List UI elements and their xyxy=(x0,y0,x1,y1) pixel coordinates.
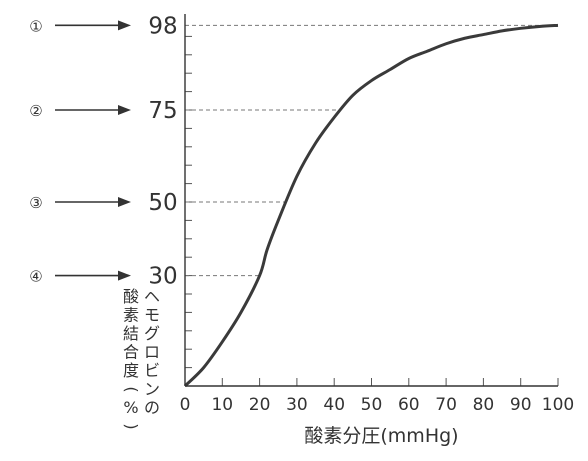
arrow-head-icon xyxy=(118,197,131,207)
level-circled-number: ④ xyxy=(29,268,42,286)
x-tick-label: 100 xyxy=(542,395,574,415)
svg-text:ロ: ロ xyxy=(144,343,160,362)
x-tick-label: 80 xyxy=(473,395,495,415)
level-marker-98: ① 98 xyxy=(29,13,558,39)
level-marker-75: ② 75 xyxy=(29,98,341,124)
level-value-label: 98 xyxy=(148,13,177,39)
arrow-head-icon xyxy=(118,270,131,281)
level-circled-number: ② xyxy=(29,102,42,120)
svg-text:%: % xyxy=(123,398,138,417)
svg-text:素: 素 xyxy=(123,306,139,325)
level-value-label: 50 xyxy=(148,190,177,216)
x-tick-label: 0 xyxy=(180,395,191,415)
level-value-label: 30 xyxy=(148,264,177,290)
x-tick-label: 50 xyxy=(361,395,383,415)
svg-text:合: 合 xyxy=(123,343,139,362)
svg-text:ビ: ビ xyxy=(144,361,160,380)
ticks-layer xyxy=(184,35,559,386)
svg-text:結: 結 xyxy=(123,324,139,343)
level-marker-50: ③ 50 xyxy=(29,190,287,216)
svg-text:ヘ: ヘ xyxy=(144,287,160,306)
x-tick-label: 30 xyxy=(286,395,308,415)
x-tick-label: 90 xyxy=(510,395,532,415)
x-tick-label: 70 xyxy=(435,395,457,415)
levels-layer: ① 98 ② 75 ③ 50 ④ 30 xyxy=(29,13,558,290)
svg-text:(: ( xyxy=(122,386,141,392)
series-line xyxy=(183,23,559,388)
x-tick-label: 10 xyxy=(211,395,233,415)
svg-text:モ: モ xyxy=(144,306,160,325)
level-circled-number: ③ xyxy=(29,194,42,212)
level-circled-number: ① xyxy=(29,17,42,35)
svg-text:グ: グ xyxy=(144,324,160,343)
x-tick-label: 40 xyxy=(323,395,345,415)
svg-text:ン: ン xyxy=(144,380,160,399)
svg-text:): ) xyxy=(122,423,141,429)
svg-text:度: 度 xyxy=(123,361,139,380)
level-marker-30: ④ 30 xyxy=(29,264,260,290)
arrow-head-icon xyxy=(118,105,131,115)
x-tick-label: 60 xyxy=(398,395,420,415)
x-tick-labels: 0 10 20 30 40 50 60 70 80 90 100 xyxy=(180,395,575,415)
curve-layer xyxy=(183,23,559,388)
svg-text:の: の xyxy=(144,398,160,417)
arrow-head-icon xyxy=(118,20,131,31)
x-axis-label: 酸素分圧(mmHg) xyxy=(304,425,458,447)
svg-text:酸: 酸 xyxy=(123,287,139,306)
x-tick-label: 20 xyxy=(249,395,271,415)
level-value-label: 75 xyxy=(148,98,177,124)
